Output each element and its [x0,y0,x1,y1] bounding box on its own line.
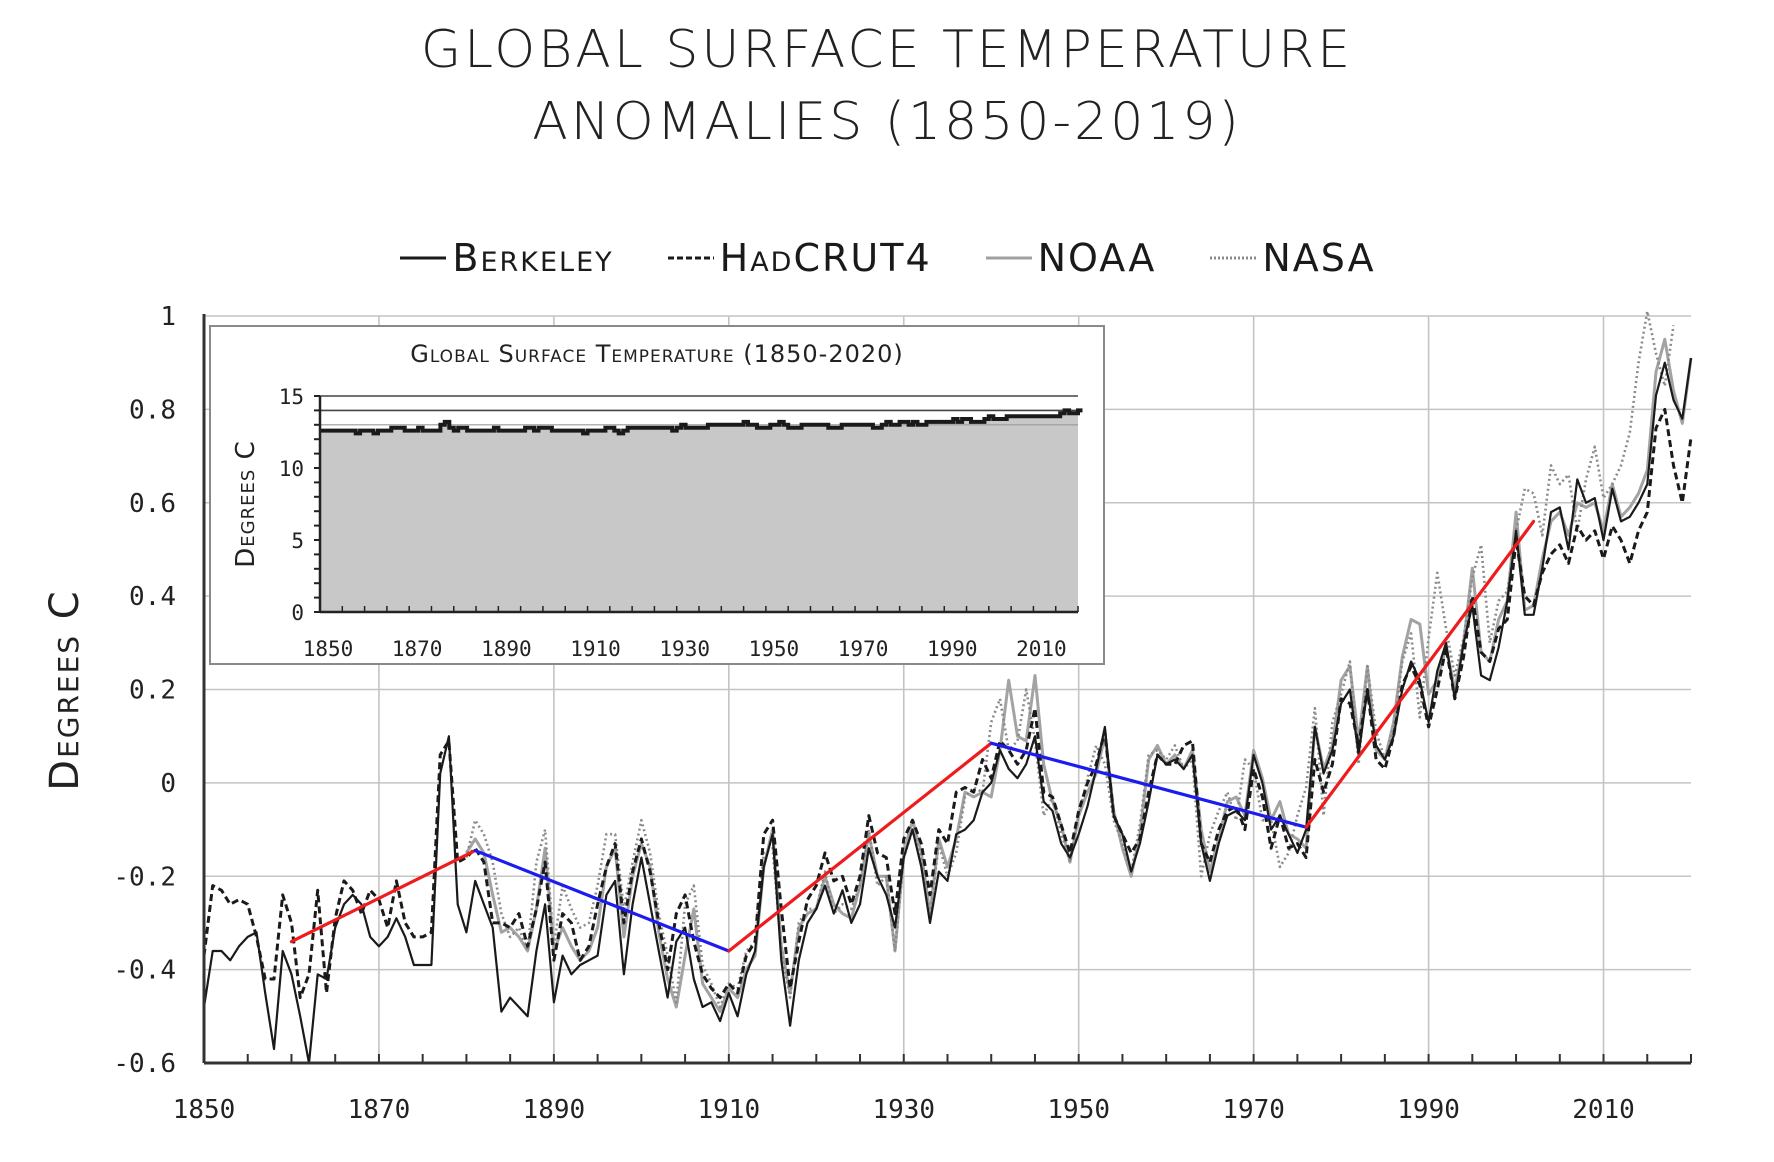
x-tick-label: 1850 [173,1095,236,1125]
inset-x-tick-label: 1890 [481,637,532,661]
legend: Berkeley HadCRUT4 NOAA NASA [0,236,1774,280]
series-lines [202,309,1693,1065]
legend-swatch-dashed-black [667,256,714,260]
legend-item-berkeley: Berkeley [398,236,613,280]
legend-item-nasa: NASA [1208,236,1375,280]
inset-line [320,408,1083,436]
y-tick-label: -0.2 [113,862,176,892]
y-axis-label: Degrees C [42,589,88,790]
trend-segment-4 [989,741,1308,829]
x-tick-label: 1870 [348,1095,411,1125]
chart-title-line-2: ANOMALIES (1850-2019) [532,92,1242,152]
x-tick-label: 1990 [1397,1095,1460,1125]
inset-y-tick-label: 0 [291,601,304,625]
trend-segment-3 [727,741,993,953]
trend-lines [289,519,1536,953]
chart-title-line-1: GLOBAL SURFACE TEMPERATURE [420,20,1354,80]
inset-title: Global Surface Temperature (1850-2020) [410,340,904,368]
legend-item-hadcrut4: HadCRUT4 [666,236,932,280]
inset-x-tick-label: 1910 [570,637,621,661]
y-tick-label: -0.4 [113,956,176,986]
x-tick-label: 1950 [1047,1095,1110,1125]
y-tick-label: 0 [160,769,176,799]
axes [202,314,1692,1065]
legend-swatch-solid-gray [985,256,1032,260]
legend-label: Berkeley [452,236,614,280]
inset-y-tick-label: 15 [279,385,304,409]
inset-x-tick-label: 1970 [838,637,889,661]
inset-x-tick-label: 1990 [927,637,978,661]
legend-item-noaa: NOAA [984,236,1157,280]
x-tick-label: 1890 [523,1095,586,1125]
trend-segment-2 [473,848,731,953]
x-tick-label: 1910 [698,1095,761,1125]
trend-segment-1 [289,848,477,944]
y-tick-label: 0.8 [129,395,176,425]
inset-x-tick-label: 1930 [659,637,710,661]
x-tick-label: 1970 [1222,1095,1285,1125]
inset-x-tick-label: 1850 [303,637,354,661]
y-tick-label: 0.4 [129,582,176,612]
inset-chart: Global Surface Temperature (1850-2020) D… [209,325,1105,665]
tick-labels: 1850 1870 1890 1910 1930 1950 1970 1990 2010 -0.6… [113,302,1634,1125]
inset-y-tick-label: 5 [291,529,304,553]
y-tick-label: -0.6 [113,1049,176,1079]
inset-x-tick-label: 1870 [392,637,443,661]
inset-area [320,410,1083,612]
y-tick-label: 0.6 [129,489,176,519]
y-tick-label: 0.2 [129,676,176,706]
series-line-berkeley [202,357,1693,1065]
trend-segment-5 [1304,519,1536,829]
legend-swatch-solid-black [400,256,447,260]
legend-label: HadCRUT4 [719,236,932,280]
inset-x-tick-label: 2010 [1016,637,1067,661]
y-tick-label: 1 [160,302,176,332]
x-tick-label: 1930 [872,1095,935,1125]
inset-x-tick-label: 1950 [749,637,800,661]
legend-label: NOAA [1037,236,1157,280]
legend-label: NASA [1262,236,1376,280]
inset-y-tick-label: 10 [279,457,304,481]
inset-y-axis-label: Degrees C [231,440,261,567]
x-tick-label: 2010 [1572,1095,1635,1125]
